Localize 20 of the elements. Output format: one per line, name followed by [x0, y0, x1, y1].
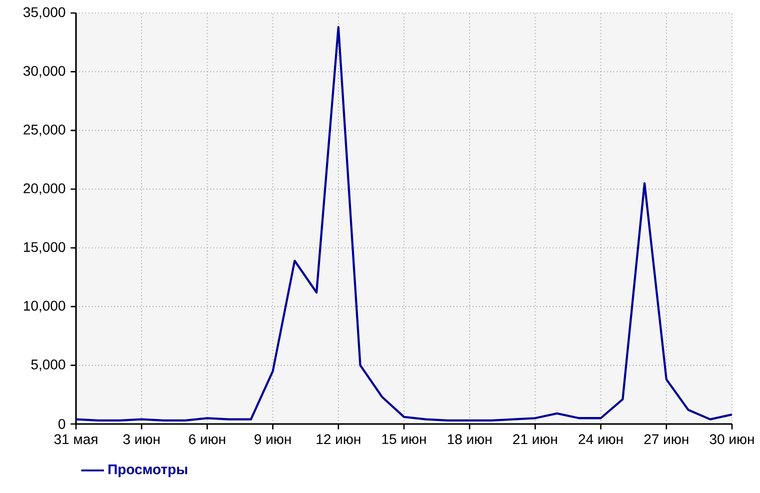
x-tick-label: 31 мая	[54, 434, 98, 444]
x-tick-label: 18 июн	[448, 434, 492, 444]
x-tick-label: 21 июн	[513, 434, 557, 444]
x-tick-label: 9 июн	[254, 434, 291, 444]
y-tick-label: 20,000	[24, 183, 66, 195]
y-tick-label: 0	[58, 419, 66, 429]
x-tick-label: 15 июн	[382, 434, 426, 444]
y-tick-label: 35,000	[23, 7, 66, 19]
x-tick-label: 27 июн	[644, 434, 688, 444]
x-tick-label: 24 июн	[578, 434, 623, 444]
y-tick-label: 25,000	[24, 124, 66, 136]
y-tick-label: 5,000	[31, 360, 66, 372]
legend-label: Просмотры	[108, 464, 188, 478]
y-tick-label: 15,000	[24, 242, 66, 254]
y-tick-label: 10,000	[24, 300, 66, 312]
x-tick-label: 6 июн	[189, 434, 226, 444]
x-tick-label: 3 июн	[123, 434, 160, 444]
y-tick-label: 30,000	[23, 66, 66, 78]
x-tick-label: 30 июн	[710, 434, 754, 444]
x-tick-label: 12 июн	[316, 434, 360, 444]
